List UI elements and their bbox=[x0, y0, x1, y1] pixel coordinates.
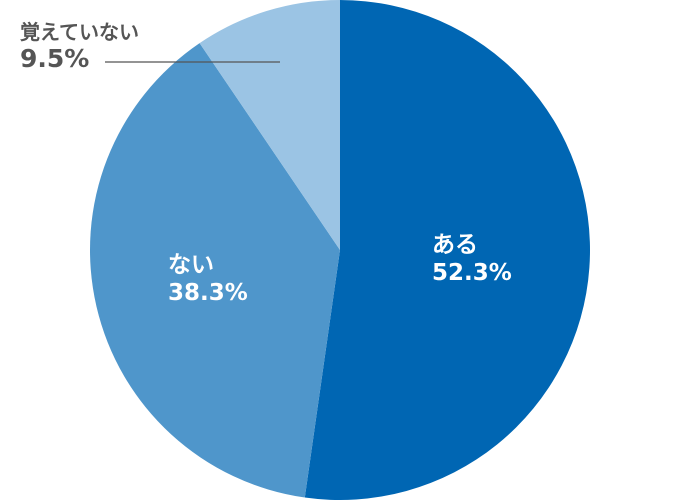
slice-label-nai-name: ない bbox=[168, 252, 214, 278]
slice-label-aru-name: ある bbox=[432, 232, 478, 258]
slice-label-nai-value: 38.3% bbox=[168, 279, 248, 306]
slice-label-aru: ある 52.3% bbox=[432, 232, 512, 287]
slice-label-oboeteinai-value: 9.5% bbox=[20, 44, 90, 73]
pie-slice-1 bbox=[90, 43, 341, 498]
slice-label-aru-value: 52.3% bbox=[432, 259, 512, 286]
slice-label-oboeteinai: 覚えていない 9.5% bbox=[20, 20, 139, 74]
slice-label-oboeteinai-name: 覚えていない bbox=[20, 20, 139, 44]
slice-label-nai: ない 38.3% bbox=[168, 252, 248, 307]
pie-slice-0 bbox=[304, 0, 590, 500]
